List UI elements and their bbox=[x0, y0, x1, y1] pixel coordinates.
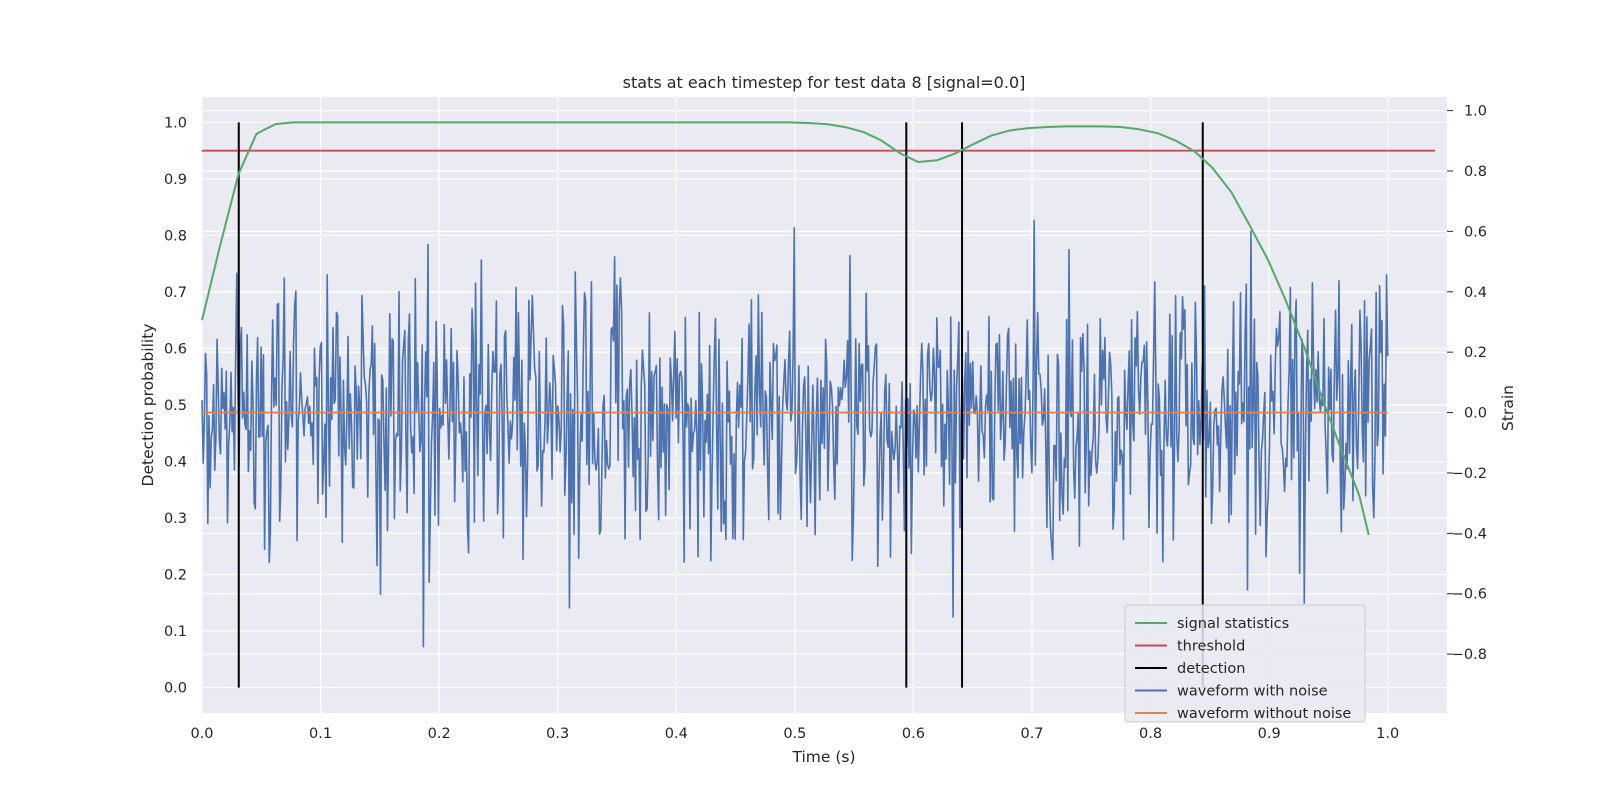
y-left-tick-label: 0.6 bbox=[164, 341, 187, 357]
y-right-tick-label: −0.8 bbox=[1452, 647, 1487, 663]
legend-label: detection bbox=[1177, 661, 1245, 677]
series-waveform-with-noise bbox=[201, 219, 1389, 648]
x-tick-label: 0.1 bbox=[309, 726, 332, 742]
y-right-tick-label: 0.0 bbox=[1464, 406, 1487, 422]
y-left-tick-label: 0.5 bbox=[164, 398, 187, 414]
y-left-tick-label: 0.7 bbox=[164, 285, 187, 301]
x-tick-label: 0.6 bbox=[902, 726, 925, 742]
x-tick-label: 0.4 bbox=[665, 726, 688, 742]
grid-lines bbox=[201, 97, 1447, 713]
y-right-tick-label: −0.4 bbox=[1452, 526, 1487, 542]
x-tick-label: 0.5 bbox=[783, 726, 806, 742]
y-left-tick-label: 0.2 bbox=[164, 568, 187, 584]
legend: signal statistics threshold detection wavef… bbox=[1124, 604, 1366, 723]
y-left-tick-label: 0.1 bbox=[164, 624, 187, 640]
y-axis-left-title: Detection probability bbox=[139, 324, 157, 487]
x-tick-label: 0.8 bbox=[1139, 726, 1162, 742]
y-left-tick-label: 0.3 bbox=[164, 511, 187, 527]
series-signal-statistics bbox=[201, 121, 1370, 536]
y-left-tick-label: 0.0 bbox=[164, 681, 187, 697]
legend-items: signal statistics threshold detection wavef… bbox=[1135, 616, 1351, 722]
y-left-tick-label: 1.0 bbox=[164, 115, 187, 131]
legend-label: threshold bbox=[1177, 639, 1245, 655]
y-right-tick-label: 0.2 bbox=[1464, 345, 1487, 361]
x-axis-title: Time (s) bbox=[791, 748, 855, 766]
y-left-tick-label: 0.9 bbox=[164, 172, 187, 188]
x-tick-label: 0.3 bbox=[546, 726, 569, 742]
chart-title: stats at each timestep for test data 8 [… bbox=[623, 73, 1026, 92]
legend-label: waveform with noise bbox=[1177, 684, 1328, 700]
x-tick-label: 0.7 bbox=[1020, 726, 1043, 742]
y-right-tick-label: −0.2 bbox=[1452, 466, 1487, 482]
y-right-tick-label: 0.4 bbox=[1464, 285, 1487, 301]
legend-box bbox=[1124, 604, 1366, 723]
y-right-tick-label: −0.6 bbox=[1452, 587, 1487, 603]
x-tick-label: 0.9 bbox=[1258, 726, 1281, 742]
x-tick-label: 0.2 bbox=[428, 726, 451, 742]
series-layer bbox=[201, 121, 1436, 688]
y-axis-right-title: Strain bbox=[1499, 385, 1517, 431]
y-right-tick-label: 0.8 bbox=[1464, 164, 1487, 180]
y-left-tick-label: 0.4 bbox=[164, 455, 187, 471]
y-right-tick-label: 1.0 bbox=[1464, 104, 1487, 120]
x-tick-label: 0.0 bbox=[190, 726, 213, 742]
legend-label: signal statistics bbox=[1177, 616, 1289, 632]
y-right-tick-label: 0.6 bbox=[1464, 224, 1487, 240]
y-left-tick-label: 0.8 bbox=[164, 228, 187, 244]
legend-label: waveform without noise bbox=[1177, 706, 1351, 722]
axis-layer: 0.0 0.1 0.2 0.3 0.4 0.5 0.6 0.7 0.8 0.9 1.0 0.0 0.1 0… bbox=[164, 104, 1487, 742]
x-tick-label: 1.0 bbox=[1376, 726, 1399, 742]
